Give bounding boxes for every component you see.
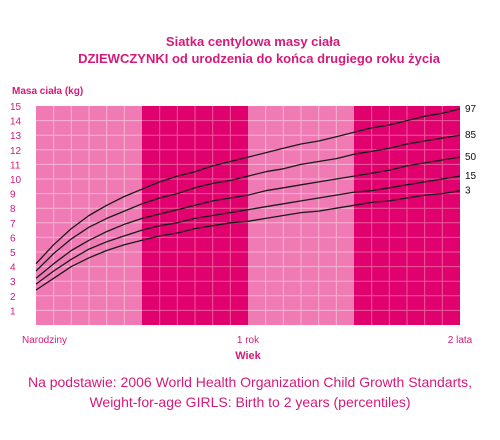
grid-lines [36,106,460,325]
series-labels: 97 85 50 15 3 [465,104,477,197]
source-note-line1: Na podstawie: 2006 World Health Organiza… [27,374,473,390]
y-tick-label: 6 [10,233,16,244]
source-note: Na podstawie: 2006 World Health Organiza… [0,372,500,412]
percentile-curve-97 [35,108,461,265]
y-tick-label: 9 [10,190,16,201]
series-label-85: 85 [465,130,477,141]
series-label-15: 15 [465,171,477,182]
source-note-line2: Weight-for-age GIRLS: Birth to 2 years (… [89,394,411,410]
y-tick-label: 10 [10,175,22,186]
chart-title: Siatka centylowa masy ciała [165,34,341,49]
x-tick-label: Narodziny [22,335,67,346]
chart-subtitle: DZIEWCZYNKI od urodzenia do końca drugie… [78,51,440,66]
percentile-curves [35,108,461,291]
chart-title-block: Siatka centylowa masy ciała DZIEWCZYNKI … [0,33,500,67]
y-tick-label: 3 [10,277,16,288]
x-tick-label: 2 lata [448,335,473,346]
percentile-curve-3 [35,190,461,291]
series-label-97: 97 [465,104,477,115]
y-tick-label: 2 [10,292,16,303]
y-tick-label: 13 [10,131,22,142]
x-axis-ticks: Narodziny 1 rok 2 lata [22,335,473,346]
y-axis-label: Masa ciała (kg) [12,86,83,97]
series-label-50: 50 [465,152,477,163]
percentile-curve-15 [35,175,461,285]
y-tick-label: 4 [10,263,16,274]
y-tick-label: 12 [10,146,22,157]
x-axis-label: Wiek [235,350,261,362]
y-tick-label: 15 [10,102,22,113]
y-tick-label: 11 [10,160,21,171]
percentile-curve-50 [35,156,461,279]
y-tick-label: 1 [10,306,16,317]
background-bands [36,106,460,325]
x-tick-label: 1 rok [237,335,260,346]
y-tick-label: 14 [10,117,22,128]
series-label-3: 3 [465,186,471,197]
y-tick-label: 8 [10,204,16,215]
percentile-curve-85 [35,134,461,272]
y-tick-label: 5 [10,248,16,259]
y-tick-label: 7 [10,219,16,230]
